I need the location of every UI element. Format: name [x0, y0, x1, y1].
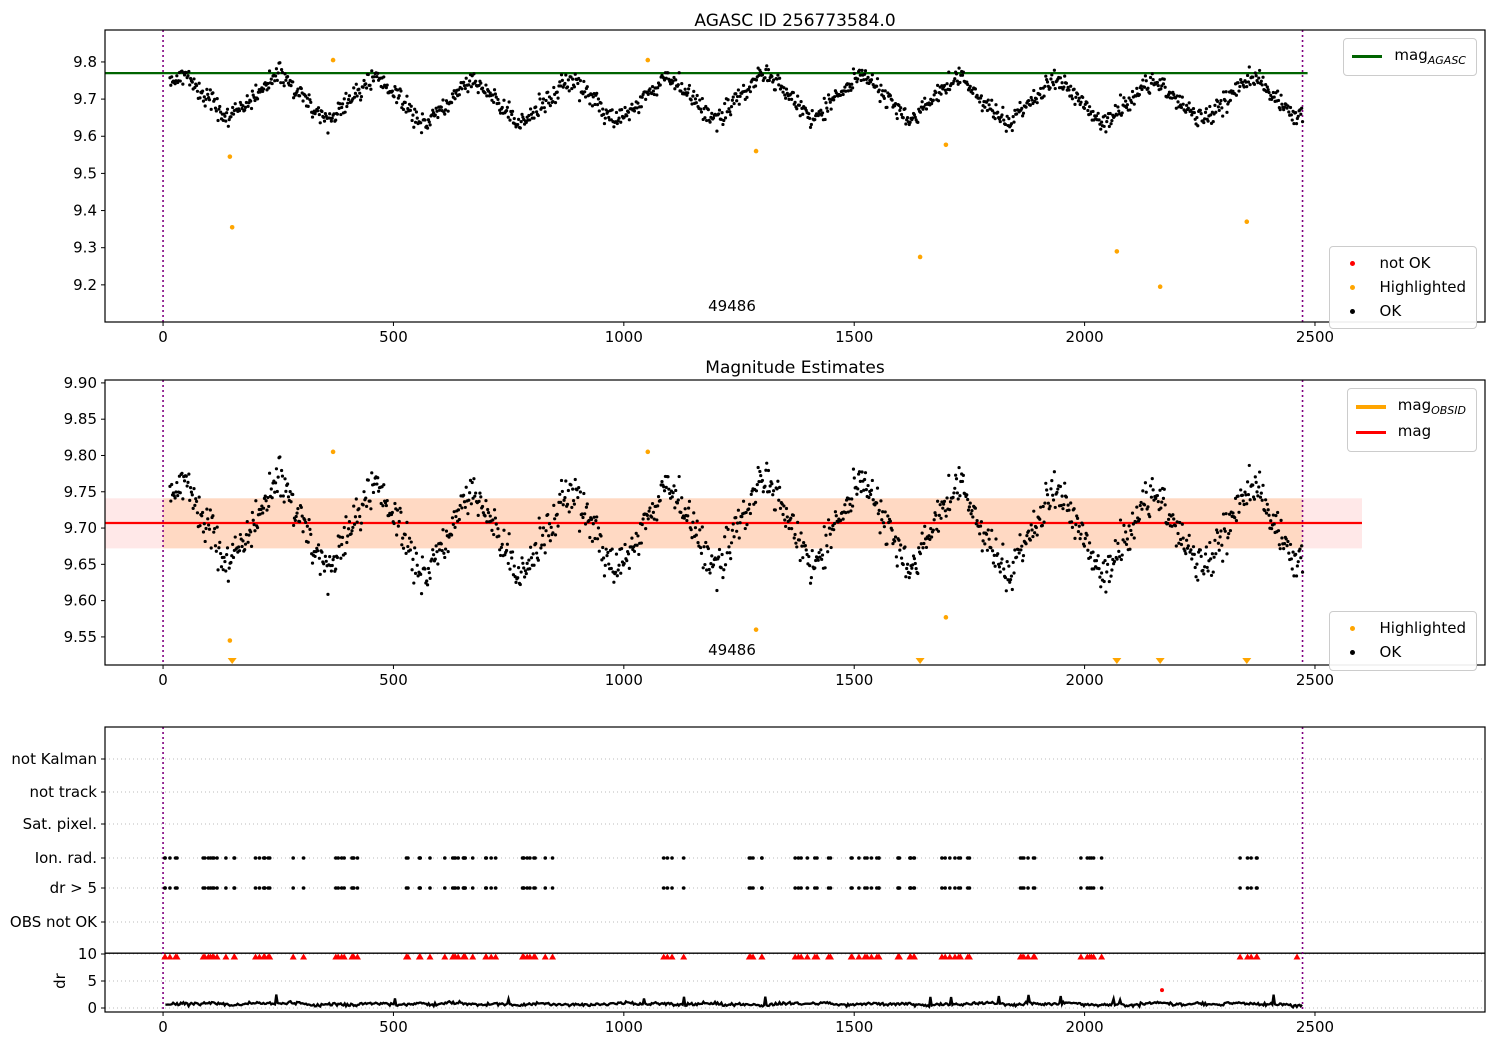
middle-plot-title: Magnitude Estimates: [705, 358, 885, 378]
svg-text:9.5: 9.5: [73, 164, 97, 182]
legend-swatch-slot: [1338, 626, 1368, 632]
svg-text:Ion. rad.: Ion. rad.: [35, 849, 97, 867]
svg-text:not Kalman: not Kalman: [11, 750, 97, 768]
obsid-annotation-top: 49486: [708, 297, 756, 315]
svg-text:9.8: 9.8: [73, 53, 97, 71]
svg-text:1000: 1000: [605, 671, 643, 689]
highlighted-dot-swatch: [1350, 285, 1356, 291]
legend-label: mag: [1397, 421, 1432, 440]
svg-text:1500: 1500: [835, 671, 873, 689]
svg-text:2500: 2500: [1296, 671, 1334, 689]
legend-label: not OK: [1379, 254, 1431, 272]
top-plot: 0 500 1000 1500 2000 2500 9.8 9.7 9.6 9.5 9.4 9.3 9.…: [73, 29, 1486, 346]
svg-text:2000: 2000: [1065, 671, 1103, 689]
legend-swatch-slot: [1338, 308, 1368, 314]
svg-text:9.60: 9.60: [64, 592, 97, 610]
svg-text:0: 0: [158, 328, 168, 346]
legend-row: magOBSID: [1355, 394, 1466, 420]
flags-plot: 0 500 1000 1500 2000 2500 not Kalman not track S…: [10, 726, 1486, 1036]
legend-swatch-slot: [1338, 285, 1368, 291]
legend-label: OK: [1379, 642, 1402, 661]
svg-text:1500: 1500: [835, 328, 873, 346]
svg-text:9.4: 9.4: [73, 202, 97, 220]
obsid-annotation-middle: 49486: [708, 641, 756, 659]
svg-text:2500: 2500: [1296, 1018, 1334, 1036]
svg-text:500: 500: [379, 328, 408, 346]
svg-text:2500: 2500: [1296, 328, 1334, 346]
legend-label: Highlighted: [1379, 277, 1466, 296]
svg-text:1000: 1000: [605, 1018, 643, 1036]
svg-text:9.55: 9.55: [64, 628, 97, 646]
legend-row: Highlighted: [1338, 276, 1466, 300]
legend-label: magAGASC: [1394, 46, 1466, 67]
legend-swatch-slot: [1355, 431, 1386, 435]
top-plot-title: AGASC ID 256773584.0: [694, 11, 896, 31]
legend-mag-lines: magOBSID mag: [1346, 388, 1477, 452]
svg-text:OBS not OK: OBS not OK: [10, 913, 98, 931]
legend-swatch-slot: [1355, 404, 1386, 409]
legend-row: OK: [1338, 300, 1466, 324]
legend-swatch-slot: [1352, 55, 1383, 59]
red-line-swatch: [1355, 431, 1386, 435]
svg-text:0: 0: [158, 671, 168, 689]
svg-text:500: 500: [379, 1018, 408, 1036]
dr-axis-label: dr: [51, 973, 69, 989]
legend-mag-agasc: magAGASC: [1343, 38, 1477, 76]
svg-text:9.75: 9.75: [64, 483, 97, 501]
legend-label: magOBSID: [1397, 396, 1466, 417]
legend-row: OK: [1338, 641, 1466, 665]
svg-text:1000: 1000: [605, 328, 643, 346]
svg-text:9.3: 9.3: [73, 239, 97, 257]
legend-label: OK: [1379, 301, 1402, 320]
svg-text:9.65: 9.65: [64, 555, 97, 573]
svg-text:0: 0: [158, 1018, 168, 1036]
highlighted-dot-swatch: [1350, 626, 1356, 632]
legend-swatch-slot: [1338, 650, 1368, 656]
middle-plot: 0 500 1000 1500 2000 2500 9.90 9.85 9.80 9.75 9.70…: [64, 374, 1486, 689]
svg-text:9.90: 9.90: [64, 374, 97, 392]
svg-text:2000: 2000: [1065, 1018, 1103, 1036]
svg-text:0: 0: [87, 999, 97, 1017]
svg-text:9.7: 9.7: [73, 90, 97, 108]
green-line-swatch: [1352, 55, 1383, 59]
svg-text:10: 10: [78, 945, 97, 963]
not-ok-dot-swatch: [1350, 261, 1356, 267]
svg-text:9.80: 9.80: [64, 446, 97, 464]
svg-text:2000: 2000: [1065, 328, 1103, 346]
legend-top-markers: not OK Highlighted OK: [1328, 246, 1477, 330]
legend-swatch-slot: [1338, 261, 1368, 267]
legend-row: not OK: [1338, 252, 1466, 276]
orange-line-swatch: [1355, 404, 1386, 409]
svg-text:9.6: 9.6: [73, 127, 97, 145]
legend-middle-markers: Highlighted OK: [1328, 611, 1477, 671]
svg-text:9.85: 9.85: [64, 410, 97, 428]
svg-text:Sat. pixel.: Sat. pixel.: [23, 815, 97, 833]
ok-dot-swatch: [1350, 308, 1356, 314]
svg-text:500: 500: [379, 671, 408, 689]
svg-text:not track: not track: [29, 783, 97, 801]
svg-text:1500: 1500: [835, 1018, 873, 1036]
svg-text:9.70: 9.70: [64, 519, 97, 537]
ok-dot-swatch: [1350, 650, 1356, 656]
legend-row: mag: [1355, 420, 1466, 446]
svg-text:5: 5: [87, 972, 97, 990]
svg-text:9.2: 9.2: [73, 276, 97, 294]
legend-row: Highlighted: [1338, 617, 1466, 641]
legend-label: Highlighted: [1379, 619, 1466, 637]
legend-row: magAGASC: [1352, 44, 1466, 70]
svg-text:dr > 5: dr > 5: [50, 879, 97, 897]
